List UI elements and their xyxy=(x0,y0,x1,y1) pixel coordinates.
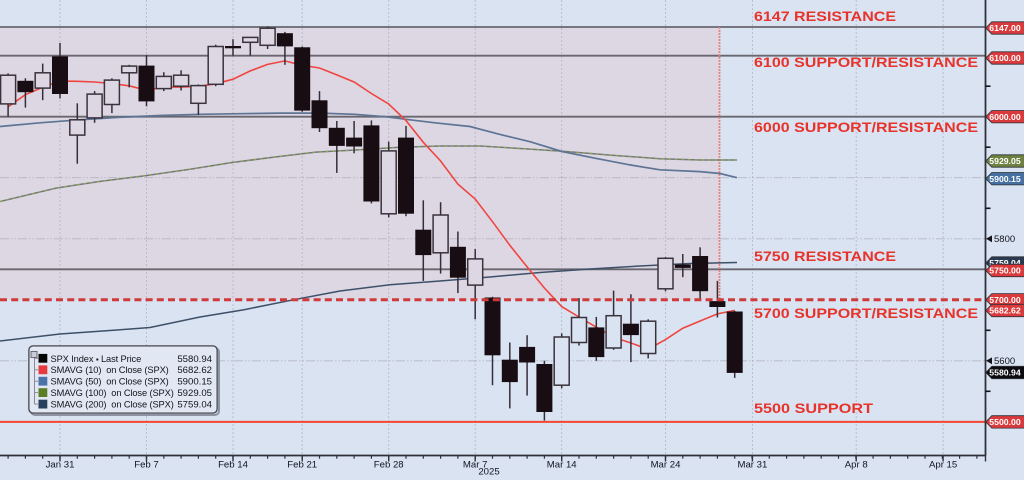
svg-text:Apr 8: Apr 8 xyxy=(845,460,868,471)
svg-text:SMAVG (200) on Close (SPX): SMAVG (200) on Close (SPX) xyxy=(51,400,174,410)
svg-text:SMAVG (50) on Close (SPX): SMAVG (50) on Close (SPX) xyxy=(51,377,169,387)
svg-text:5500.00: 5500.00 xyxy=(989,417,1021,427)
svg-text:Jan 31: Jan 31 xyxy=(46,460,75,471)
svg-text:5759.04: 5759.04 xyxy=(177,400,212,411)
svg-text:5900.15: 5900.15 xyxy=(177,377,212,388)
svg-text:5800: 5800 xyxy=(994,234,1015,245)
svg-text:5500 SUPPORT: 5500 SUPPORT xyxy=(754,400,874,416)
svg-text:5682.62: 5682.62 xyxy=(177,365,212,376)
svg-text:5900.15: 5900.15 xyxy=(989,174,1021,184)
svg-text:6147 RESISTANCE: 6147 RESISTANCE xyxy=(754,8,896,24)
svg-text:5759.04: 5759.04 xyxy=(989,258,1021,268)
svg-text:5929.05: 5929.05 xyxy=(177,388,212,399)
svg-text:5750.00: 5750.00 xyxy=(989,266,1021,276)
svg-text:Apr 15: Apr 15 xyxy=(929,460,957,471)
svg-text:5929.05: 5929.05 xyxy=(989,156,1021,166)
svg-text:5580.94: 5580.94 xyxy=(989,368,1021,378)
svg-text:6100 SUPPORT/RESISTANCE: 6100 SUPPORT/RESISTANCE xyxy=(754,54,978,70)
svg-text:SMAVG (10) on Close (SPX): SMAVG (10) on Close (SPX) xyxy=(51,365,169,375)
svg-text:Mar 14: Mar 14 xyxy=(547,460,578,471)
svg-text:6000 SUPPORT/RESISTANCE: 6000 SUPPORT/RESISTANCE xyxy=(754,119,978,135)
svg-text:Feb 21: Feb 21 xyxy=(287,460,317,471)
svg-text:SPX Index ▪ Last Price: SPX Index ▪ Last Price xyxy=(51,354,142,364)
svg-text:Mar 31: Mar 31 xyxy=(737,460,767,471)
svg-text:Feb 28: Feb 28 xyxy=(374,460,404,471)
svg-text:2025: 2025 xyxy=(478,467,499,478)
svg-text:5682.62: 5682.62 xyxy=(989,306,1021,316)
svg-text:5600: 5600 xyxy=(994,356,1015,367)
svg-text:6100.00: 6100.00 xyxy=(989,53,1021,63)
svg-text:5580.94: 5580.94 xyxy=(177,354,212,365)
svg-text:5700.00: 5700.00 xyxy=(989,295,1021,305)
svg-text:Mar 24: Mar 24 xyxy=(651,460,682,471)
svg-text:6147.00: 6147.00 xyxy=(989,23,1021,33)
svg-text:SMAVG (100) on Close (SPX): SMAVG (100) on Close (SPX) xyxy=(51,388,174,398)
svg-text:Mar 7: Mar 7 xyxy=(463,460,488,471)
svg-text:Feb 14: Feb 14 xyxy=(218,460,249,471)
svg-text:6000.00: 6000.00 xyxy=(989,112,1021,122)
svg-text:5750 RESISTANCE: 5750 RESISTANCE xyxy=(754,248,896,264)
svg-text:Feb 7: Feb 7 xyxy=(134,460,159,471)
svg-text:5700 SUPPORT/RESISTANCE: 5700 SUPPORT/RESISTANCE xyxy=(754,305,978,321)
